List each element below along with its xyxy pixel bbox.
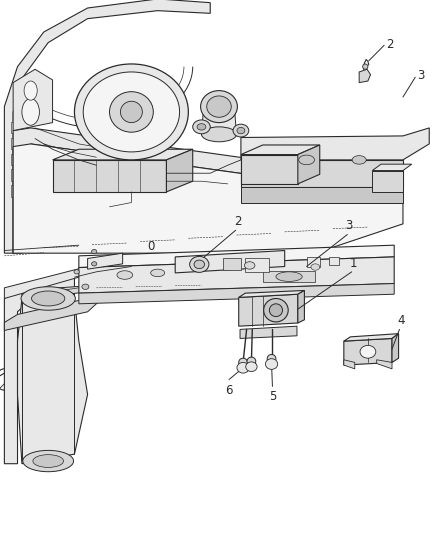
- Ellipse shape: [194, 260, 205, 269]
- Polygon shape: [377, 360, 392, 369]
- Bar: [307, 257, 320, 266]
- Ellipse shape: [352, 156, 366, 164]
- Text: 4: 4: [397, 314, 405, 327]
- Bar: [328, 257, 339, 265]
- Ellipse shape: [151, 269, 165, 277]
- Polygon shape: [344, 338, 392, 365]
- Polygon shape: [201, 107, 237, 134]
- Polygon shape: [344, 360, 355, 369]
- Text: 2: 2: [234, 215, 242, 228]
- Ellipse shape: [74, 270, 79, 274]
- Polygon shape: [79, 245, 394, 268]
- Ellipse shape: [117, 271, 133, 279]
- Text: 1: 1: [350, 257, 358, 270]
- Ellipse shape: [267, 354, 276, 363]
- Ellipse shape: [311, 264, 320, 270]
- Polygon shape: [263, 271, 315, 282]
- Polygon shape: [166, 149, 193, 192]
- Ellipse shape: [237, 362, 249, 373]
- Polygon shape: [4, 277, 74, 464]
- Ellipse shape: [24, 81, 37, 100]
- Bar: [11, 138, 18, 149]
- Polygon shape: [372, 171, 403, 192]
- Polygon shape: [298, 145, 320, 184]
- Ellipse shape: [193, 120, 210, 134]
- Polygon shape: [239, 290, 304, 297]
- Polygon shape: [13, 128, 403, 253]
- Ellipse shape: [360, 345, 376, 358]
- Ellipse shape: [299, 155, 314, 165]
- Polygon shape: [79, 257, 394, 293]
- Polygon shape: [241, 128, 429, 160]
- Ellipse shape: [265, 359, 278, 369]
- Ellipse shape: [246, 362, 257, 372]
- Ellipse shape: [33, 455, 64, 467]
- Polygon shape: [240, 326, 297, 338]
- Ellipse shape: [74, 64, 188, 160]
- Polygon shape: [239, 294, 298, 326]
- Ellipse shape: [82, 284, 89, 289]
- Polygon shape: [22, 285, 96, 298]
- Text: 3: 3: [417, 69, 424, 82]
- Bar: [11, 185, 18, 197]
- Polygon shape: [4, 266, 88, 298]
- Polygon shape: [298, 290, 304, 323]
- Ellipse shape: [269, 304, 283, 317]
- Ellipse shape: [201, 91, 237, 123]
- Polygon shape: [4, 0, 210, 253]
- Polygon shape: [79, 284, 394, 304]
- Ellipse shape: [244, 262, 255, 269]
- Polygon shape: [175, 251, 285, 273]
- Ellipse shape: [92, 249, 97, 254]
- Ellipse shape: [247, 357, 256, 366]
- Bar: [245, 258, 269, 272]
- Ellipse shape: [92, 262, 97, 266]
- Polygon shape: [13, 69, 53, 131]
- Bar: [11, 122, 18, 133]
- Text: 2: 2: [386, 38, 394, 51]
- Polygon shape: [241, 155, 298, 184]
- Polygon shape: [372, 164, 412, 171]
- Ellipse shape: [21, 287, 75, 310]
- Text: 0: 0: [148, 240, 155, 253]
- Polygon shape: [344, 334, 399, 341]
- Ellipse shape: [207, 96, 231, 117]
- Polygon shape: [392, 334, 399, 362]
- Polygon shape: [18, 298, 88, 464]
- Ellipse shape: [190, 256, 209, 272]
- Ellipse shape: [22, 99, 39, 125]
- Polygon shape: [53, 160, 166, 192]
- Ellipse shape: [264, 298, 288, 322]
- Ellipse shape: [201, 127, 237, 142]
- Bar: [11, 154, 18, 165]
- Ellipse shape: [110, 92, 153, 132]
- Bar: [223, 258, 241, 270]
- Polygon shape: [241, 145, 320, 155]
- Ellipse shape: [83, 72, 180, 152]
- Text: 3: 3: [346, 220, 353, 232]
- Ellipse shape: [233, 124, 249, 137]
- Polygon shape: [4, 290, 105, 330]
- Polygon shape: [88, 253, 123, 269]
- Ellipse shape: [197, 124, 206, 130]
- Ellipse shape: [363, 64, 368, 69]
- Polygon shape: [13, 144, 403, 253]
- Ellipse shape: [237, 127, 245, 134]
- Ellipse shape: [276, 272, 302, 281]
- Polygon shape: [53, 149, 193, 160]
- Bar: [11, 169, 18, 181]
- Polygon shape: [241, 187, 403, 203]
- Ellipse shape: [23, 450, 74, 472]
- Polygon shape: [359, 69, 371, 83]
- Ellipse shape: [120, 101, 142, 123]
- Ellipse shape: [239, 358, 247, 367]
- Text: 6: 6: [225, 384, 233, 397]
- Polygon shape: [241, 160, 403, 187]
- Ellipse shape: [32, 291, 65, 306]
- Text: 5: 5: [269, 390, 276, 403]
